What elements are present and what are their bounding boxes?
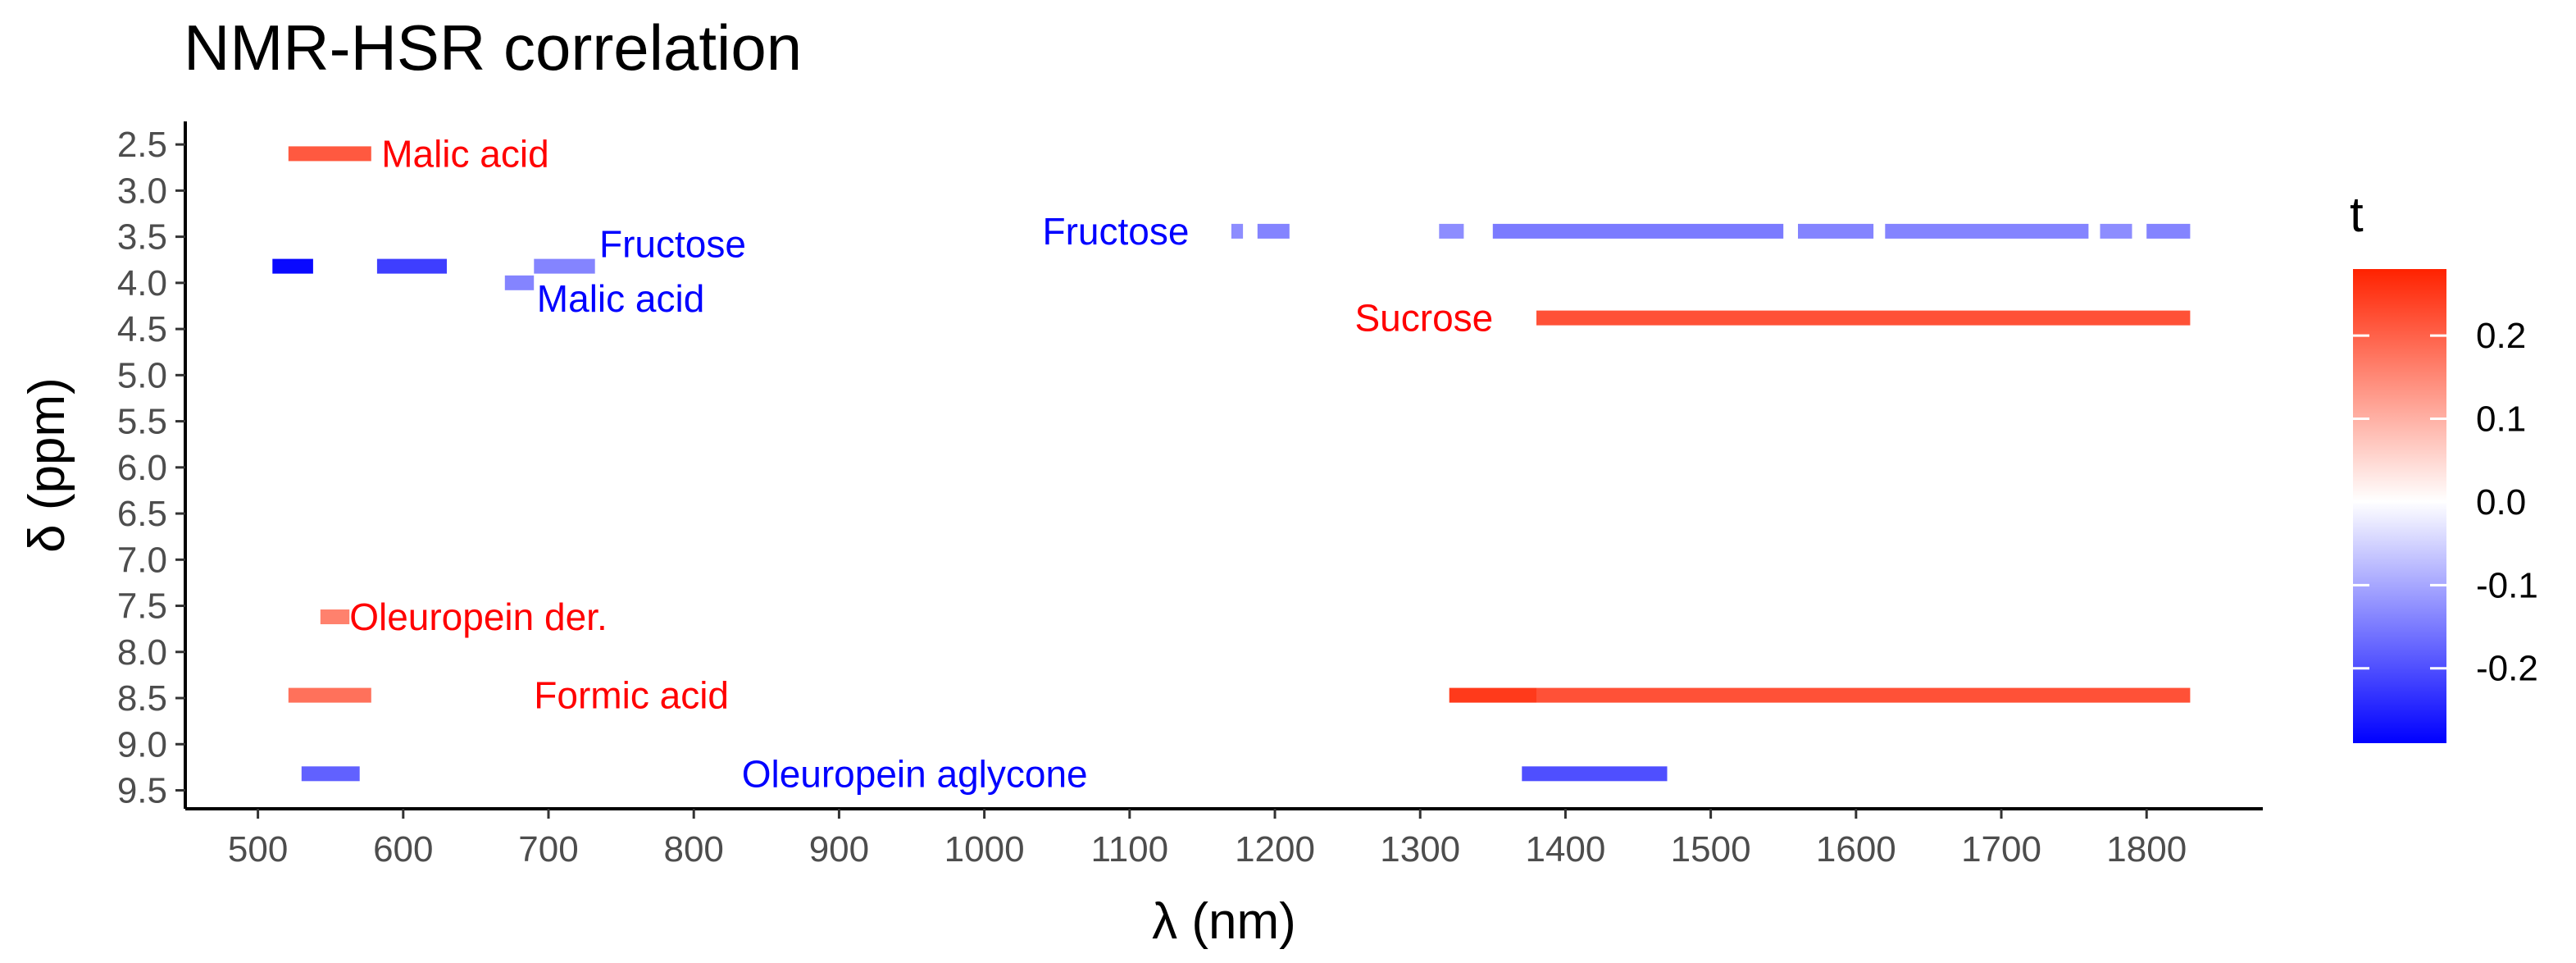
y-tick-label: 4.5: [117, 309, 167, 349]
x-axis-title: λ (nm): [1152, 893, 1296, 950]
annotation-label: Fructose: [599, 223, 746, 266]
annotation-label: Malic acid: [381, 132, 549, 175]
y-tick-label: 7.5: [117, 586, 167, 627]
x-tick-label: 600: [373, 829, 433, 869]
x-tick-label: 1300: [1380, 829, 1460, 869]
heatmap-segment: [1885, 223, 2089, 239]
x-tick-label: 500: [228, 829, 288, 869]
heatmap-segments: [272, 146, 2191, 782]
chart-title: NMR-HSR correlation: [184, 11, 802, 84]
legend-tick-label: 0.1: [2476, 399, 2526, 440]
y-axis-ticks: 2.5 3.0 3.5 4.0 4.5 5.0 5.5 6.0 6.5 7.0 7.5 8.0 8.5 9…: [117, 125, 185, 811]
annotations: Malic acid Fructose Malic acid Oleuropein d…: [349, 132, 1493, 795]
x-tick-label: 800: [663, 829, 723, 869]
heatmap-segment: [288, 146, 371, 162]
heatmap-segment: [1798, 223, 1874, 239]
annotation-label: Fructose: [1043, 210, 1190, 253]
annotation-label: Malic acid: [537, 277, 705, 320]
legend-title: t: [2350, 187, 2364, 242]
y-tick-label: 9.0: [117, 724, 167, 764]
heatmap-segment: [2146, 223, 2191, 239]
y-tick-label: 8.5: [117, 678, 167, 719]
legend-tick-label: -0.2: [2476, 649, 2538, 689]
y-tick-label: 5.5: [117, 402, 167, 442]
y-tick-label: 9.5: [117, 771, 167, 811]
heatmap-segment: [376, 258, 447, 274]
heatmap-segment: [301, 766, 360, 782]
x-tick-label: 1500: [1671, 829, 1751, 869]
heatmap-segment: [1522, 766, 1668, 782]
heatmap-segment: [1257, 223, 1290, 239]
heatmap-segment: [1231, 223, 1244, 239]
heatmap-segment: [1536, 310, 2191, 326]
heatmap-segment: [288, 687, 371, 703]
x-axis-ticks: 500 600 700 800 900 1000 1100 1200 1300 1400 1500 1…: [228, 809, 2187, 869]
y-tick-label: 6.0: [117, 448, 167, 488]
heatmap-segment: [1492, 223, 1784, 239]
y-tick-label: 7.0: [117, 540, 167, 580]
heatmap-segment: [272, 258, 313, 274]
y-axis-title: δ (ppm): [19, 377, 75, 553]
x-tick-label: 1800: [2106, 829, 2187, 869]
x-tick-label: 1600: [1816, 829, 1896, 869]
y-tick-label: 2.5: [117, 125, 167, 165]
legend-colorbar: [2353, 269, 2446, 743]
heatmap-segment: [504, 275, 535, 290]
y-tick-label: 5.0: [117, 355, 167, 395]
y-tick-label: 3.0: [117, 171, 167, 211]
x-tick-label: 1000: [944, 829, 1025, 869]
x-tick-label: 1400: [1525, 829, 1605, 869]
y-tick-label: 3.5: [117, 217, 167, 258]
heatmap-segment: [1449, 687, 1536, 703]
annotation-label: Formic acid: [534, 674, 729, 717]
heatmap-segment: [1439, 223, 1464, 239]
legend-tick-label: 0.0: [2476, 482, 2526, 523]
heatmap-segment: [320, 609, 350, 624]
y-tick-label: 6.5: [117, 494, 167, 534]
legend-tick-label: -0.1: [2476, 565, 2538, 605]
y-tick-label: 4.0: [117, 263, 167, 304]
heatmap-segment: [2100, 223, 2132, 239]
annotation-label: Sucrose: [1355, 297, 1494, 340]
x-tick-label: 1100: [1091, 829, 1169, 869]
color-legend: t 0.2 0.1 0.0 -0.1 -0.2: [2350, 187, 2538, 743]
annotation-label: Oleuropein der.: [349, 596, 608, 638]
x-tick-label: 1200: [1235, 829, 1315, 869]
legend-tick-label: 0.2: [2476, 316, 2526, 356]
annotation-label: Oleuropein aglycone: [742, 752, 1088, 795]
x-tick-label: 1700: [1961, 829, 2041, 869]
heatmap-segment: [534, 258, 595, 274]
x-tick-label: 900: [809, 829, 869, 869]
x-tick-label: 700: [518, 829, 578, 869]
legend-ticks: 0.2 0.1 0.0 -0.1 -0.2: [2353, 316, 2538, 689]
y-tick-label: 8.0: [117, 632, 167, 673]
heatmap-segment: [1536, 687, 2191, 703]
